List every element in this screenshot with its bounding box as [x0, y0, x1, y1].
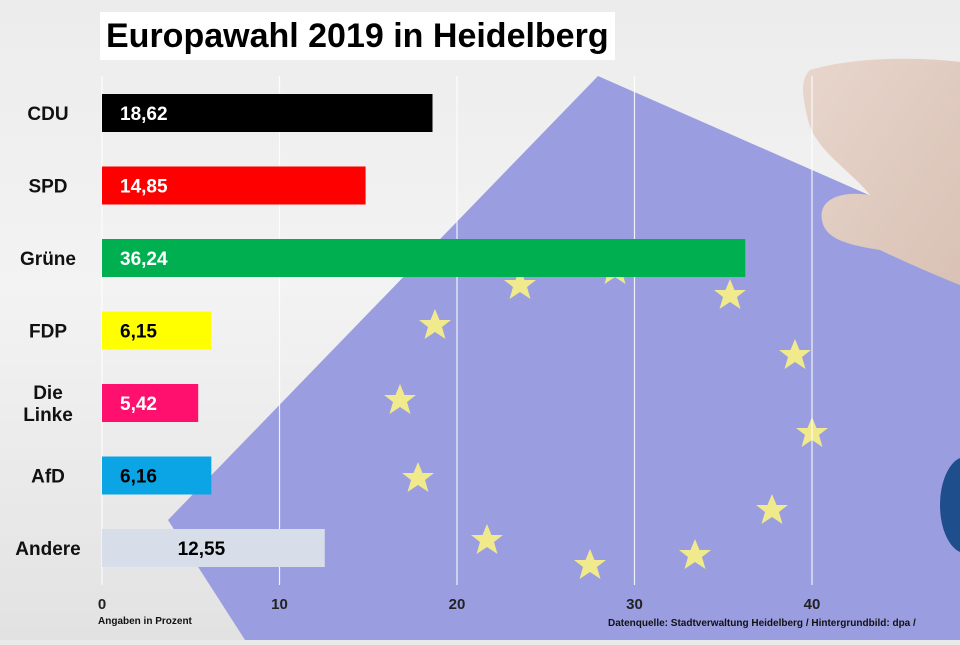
title-box: Europawahl 2019 in Heidelberg — [100, 12, 615, 60]
bar-value-label-4: 5,42 — [120, 394, 157, 415]
category-label-3: FDP — [29, 322, 67, 343]
bar-value-label-0: 18,62 — [120, 104, 168, 125]
bar-value-label-1: 14,85 — [120, 177, 168, 198]
seal-logo — [940, 458, 960, 552]
bar-3 — [102, 311, 212, 350]
category-label-line: Andere — [15, 539, 80, 560]
category-label-4: Die Linke — [23, 383, 73, 426]
bar-value-labels: 18,62 14,85 36,24 6,15 5,42 6,16 12,55 — [120, 104, 226, 560]
eu-flag-ballot — [168, 76, 960, 640]
bar-4 — [102, 384, 199, 422]
category-label-line: AfD — [31, 467, 65, 488]
x-tick-label-4: 40 — [804, 596, 821, 613]
category-label-line: Linke — [23, 405, 73, 426]
x-tick-label-0: 0 — [98, 596, 106, 613]
bar-5 — [102, 456, 212, 495]
category-label-line: Die — [33, 383, 63, 404]
category-label-6: Andere — [15, 539, 80, 560]
bar-value-label-6: 12,55 — [178, 539, 226, 560]
gridlines — [101, 76, 813, 585]
bar-0 — [102, 94, 433, 132]
category-label-5: AfD — [31, 467, 65, 488]
category-labels: CDU SPD Grüne FDP Die Linke AfD Andere — [15, 104, 80, 560]
category-label-0: CDU — [27, 104, 68, 125]
bar-6 — [102, 529, 325, 567]
hand — [803, 58, 960, 285]
x-tick-label-2: 20 — [449, 596, 466, 613]
chart-title: Europawahl 2019 in Heidelberg — [106, 16, 609, 55]
source-note: Datenquelle: Stadtverwaltung Heidelberg … — [608, 618, 916, 629]
category-label-line: FDP — [29, 322, 67, 343]
x-axis-ticks: 0 10 20 30 40 — [98, 596, 821, 613]
category-label-line: Grüne — [20, 249, 76, 270]
bar-1 — [102, 166, 366, 205]
bar-value-label-2: 36,24 — [120, 249, 168, 270]
category-label-1: SPD — [28, 177, 67, 198]
bars — [102, 94, 746, 567]
axis-unit-note: Angaben in Prozent — [98, 616, 192, 627]
category-label-line: SPD — [28, 177, 67, 198]
bar-2 — [102, 239, 746, 277]
category-label-2: Grüne — [20, 249, 76, 270]
bar-value-label-3: 6,15 — [120, 322, 157, 343]
x-tick-label-3: 30 — [626, 596, 643, 613]
category-label-line: CDU — [27, 104, 68, 125]
bar-value-label-5: 6,16 — [120, 467, 157, 488]
x-tick-label-1: 10 — [271, 596, 288, 613]
